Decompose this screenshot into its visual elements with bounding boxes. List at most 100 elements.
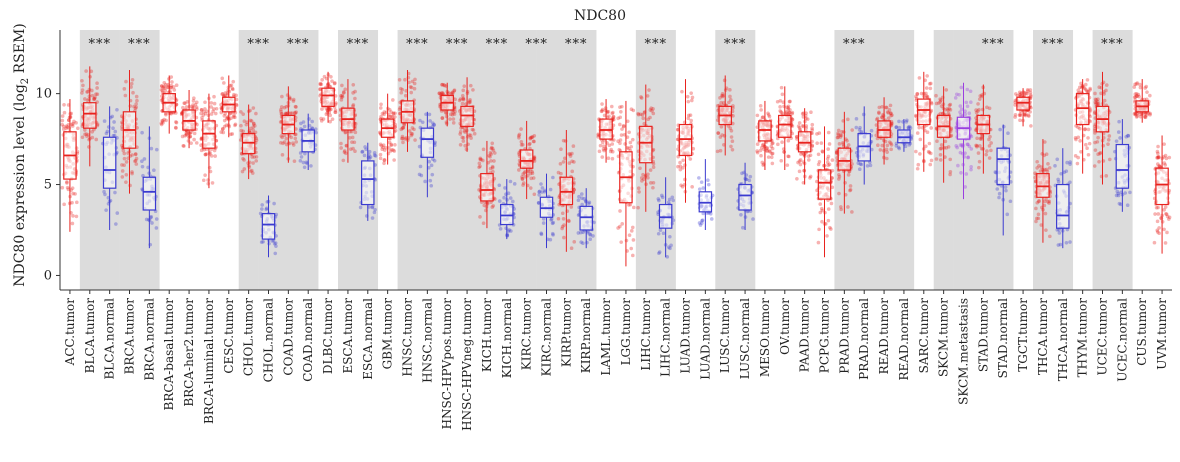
jitter-point <box>561 138 566 143</box>
jitter-point <box>122 151 127 156</box>
jitter-point <box>199 108 204 112</box>
jitter-point <box>362 153 367 158</box>
jitter-point <box>258 211 263 216</box>
x-tick-label: DLBC.tumor <box>321 298 335 374</box>
jitter-point <box>826 154 831 159</box>
jitter-point <box>503 186 507 190</box>
jitter-point <box>612 138 616 142</box>
jitter-point <box>850 210 854 214</box>
jitter-point <box>706 182 711 187</box>
jitter-point <box>880 115 885 120</box>
jitter-point <box>80 91 84 95</box>
jitter-point <box>488 151 493 155</box>
jitter-point <box>71 191 75 196</box>
x-tick-label: THYM.tumor <box>1076 298 1090 378</box>
jitter-point <box>769 144 774 149</box>
jitter-point <box>1043 140 1047 144</box>
x-tick-label: CESC.tumor <box>222 298 236 374</box>
jitter-point <box>543 188 547 193</box>
jitter-point <box>353 130 358 135</box>
jitter-point <box>279 140 283 145</box>
jitter-point <box>651 107 655 111</box>
jitter-point <box>372 210 377 215</box>
jitter-point <box>490 164 495 169</box>
jitter-point <box>607 143 612 148</box>
jitter-point <box>559 171 563 176</box>
jitter-point <box>845 138 849 143</box>
jitter-point <box>71 214 75 218</box>
jitter-point <box>210 181 215 185</box>
jitter-point <box>528 171 533 176</box>
jitter-point <box>1004 188 1008 193</box>
jitter-point <box>680 184 685 189</box>
jitter-point <box>65 125 70 130</box>
jitter-point <box>611 114 616 119</box>
jitter-point <box>80 88 85 92</box>
jitter-point <box>517 135 521 140</box>
jitter-point <box>537 190 541 194</box>
jitter-point <box>452 88 457 93</box>
jitter-point <box>1104 88 1108 93</box>
box-iqr <box>1115 143 1130 189</box>
jitter-point <box>1080 85 1084 90</box>
jitter-point <box>1157 231 1161 236</box>
jitter-point <box>234 93 238 98</box>
x-tick-label: UVM.tumor <box>1155 298 1169 370</box>
jitter-point <box>905 118 909 123</box>
jitter-point <box>437 91 442 96</box>
jitter-point <box>875 116 880 121</box>
jitter-point <box>788 99 792 104</box>
jitter-point <box>90 93 95 98</box>
jitter-point <box>233 123 237 128</box>
jitter-point <box>998 127 1002 132</box>
x-tick-label: CHOL.tumor <box>242 298 256 376</box>
jitter-point <box>859 129 864 134</box>
jitter-point <box>389 114 393 119</box>
jitter-point <box>208 169 213 174</box>
jitter-point <box>412 81 417 86</box>
jitter-point <box>1065 160 1069 165</box>
jitter-point <box>401 125 405 130</box>
jitter-point <box>765 146 770 150</box>
jitter-point <box>760 115 765 120</box>
jitter-point <box>291 141 295 146</box>
jitter-point <box>133 106 138 111</box>
jitter-point <box>229 116 233 121</box>
jitter-point <box>212 94 216 99</box>
jitter-point <box>382 161 386 166</box>
jitter-point <box>685 94 690 99</box>
jitter-point <box>407 129 412 133</box>
x-tick-label: HNSC-HPVneg.tumor <box>460 298 474 431</box>
jitter-point <box>1162 227 1166 232</box>
jitter-point <box>272 201 276 206</box>
jitter-point <box>829 201 834 206</box>
jitter-point <box>382 148 387 152</box>
jitter-point <box>517 168 521 172</box>
jitter-point <box>353 149 357 154</box>
jitter-point <box>370 204 375 209</box>
jitter-point <box>418 164 423 169</box>
jitter-point <box>731 106 735 110</box>
jitter-point <box>348 129 352 134</box>
jitter-point <box>826 218 831 223</box>
jitter-point <box>826 130 831 135</box>
jitter-point <box>252 155 257 159</box>
jitter-point <box>489 145 494 150</box>
jitter-point <box>1015 93 1020 98</box>
jitter-point <box>65 185 70 190</box>
jitter-point <box>669 243 673 248</box>
jitter-point <box>511 199 515 204</box>
jitter-point <box>622 133 627 137</box>
jitter-point <box>780 140 784 144</box>
jitter-point <box>722 134 727 138</box>
x-tick-label: LUAD.tumor <box>679 298 693 374</box>
jitter-point <box>815 179 819 184</box>
jitter-point <box>174 126 178 130</box>
jitter-point <box>560 226 564 231</box>
jitter-point <box>989 148 993 153</box>
jitter-point <box>797 121 802 125</box>
jitter-point <box>397 107 402 112</box>
jitter-point <box>358 205 363 210</box>
jitter-point <box>728 98 733 102</box>
jitter-point <box>457 98 462 103</box>
